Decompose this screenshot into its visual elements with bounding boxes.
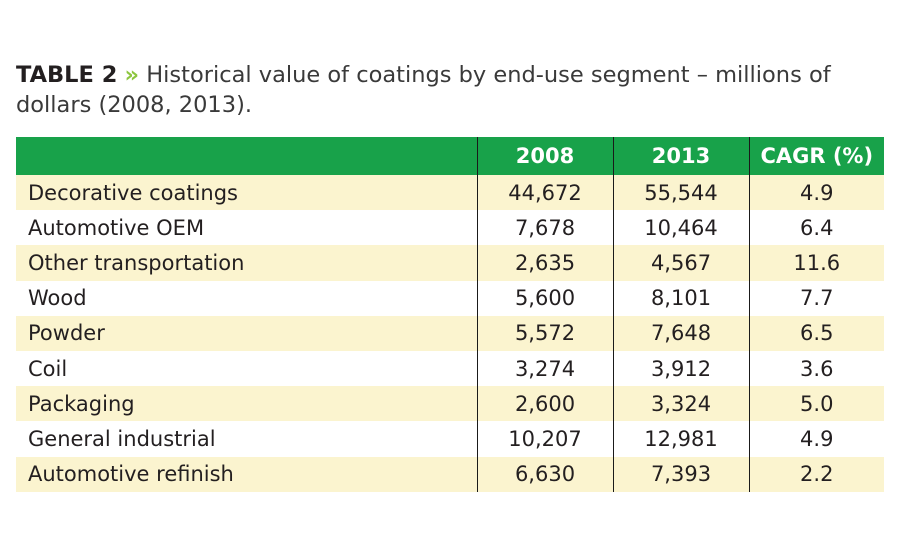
- cell-2013: 3,912: [612, 350, 749, 387]
- table-row: Packaging 2,600 3,324 5.0: [16, 386, 884, 422]
- header-2008: 2008: [476, 137, 613, 175]
- double-chevron-icon: »: [124, 62, 140, 88]
- header-2013: 2013: [612, 137, 749, 175]
- cell-cagr: 3.6: [748, 350, 884, 387]
- header-cagr: CAGR (%): [748, 137, 884, 175]
- cell-2013: 4,567: [612, 245, 749, 281]
- cell-cagr: 6.5: [748, 315, 884, 351]
- table-label: TABLE 2: [16, 62, 118, 88]
- cell-cagr: 7.7: [748, 280, 884, 316]
- header-segment: [16, 137, 477, 175]
- cell-2008: 44,672: [476, 175, 613, 211]
- table-row: Decorative coatings 44,672 55,544 4.9: [16, 175, 884, 211]
- cell-segment: Automotive OEM: [28, 215, 205, 240]
- cell-segment: General industrial: [28, 426, 216, 451]
- table-row: Wood 5,600 8,101 7.7: [16, 280, 884, 316]
- cell-2008: 2,600: [476, 386, 613, 422]
- cell-2008: 6,630: [476, 456, 613, 492]
- cell-2008: 7,678: [476, 210, 613, 246]
- table-header-row: 2008 2013 CAGR (%): [16, 137, 884, 175]
- cell-segment: Powder: [28, 321, 105, 346]
- cell-2008: 10,207: [476, 421, 613, 457]
- cell-2008: 5,572: [476, 315, 613, 351]
- cell-2013: 12,981: [612, 421, 749, 457]
- cell-2013: 7,648: [612, 315, 749, 351]
- cell-2013: 10,464: [612, 210, 749, 246]
- table-row: Automotive refinish 6,630 7,393 2.2: [16, 456, 884, 492]
- cell-2013: 7,393: [612, 456, 749, 492]
- cell-2013: 3,324: [612, 386, 749, 422]
- table-caption: TABLE 2 » Historical value of coatings b…: [16, 60, 886, 120]
- cell-2008: 3,274: [476, 350, 613, 387]
- table-row: Powder 5,572 7,648 6.5: [16, 315, 884, 351]
- cell-segment: Other transportation: [28, 250, 245, 275]
- cell-segment: Coil: [28, 356, 68, 381]
- cell-2008: 2,635: [476, 245, 613, 281]
- cell-2013: 55,544: [612, 175, 749, 211]
- cell-cagr: 2.2: [748, 456, 884, 492]
- cell-cagr: 4.9: [748, 421, 884, 457]
- cell-segment: Packaging: [28, 391, 135, 416]
- caption-text: Historical value of coatings by end-use …: [16, 62, 831, 118]
- cell-segment: Decorative coatings: [28, 180, 238, 205]
- cell-segment: Wood: [28, 286, 87, 311]
- cell-cagr: 5.0: [748, 386, 884, 422]
- coatings-table: 2008 2013 CAGR (%) Decorative coatings 4…: [16, 137, 884, 492]
- table-row: Automotive OEM 7,678 10,464 6.4: [16, 210, 884, 246]
- cell-segment: Automotive refinish: [28, 462, 234, 487]
- cell-2013: 8,101: [612, 280, 749, 316]
- cell-cagr: 11.6: [748, 245, 884, 281]
- cell-2008: 5,600: [476, 280, 613, 316]
- cell-cagr: 6.4: [748, 210, 884, 246]
- cell-cagr: 4.9: [748, 175, 884, 211]
- table-row: General industrial 10,207 12,981 4.9: [16, 421, 884, 457]
- table-row: Coil 3,274 3,912 3.6: [16, 350, 884, 387]
- table-row: Other transportation 2,635 4,567 11.6: [16, 245, 884, 281]
